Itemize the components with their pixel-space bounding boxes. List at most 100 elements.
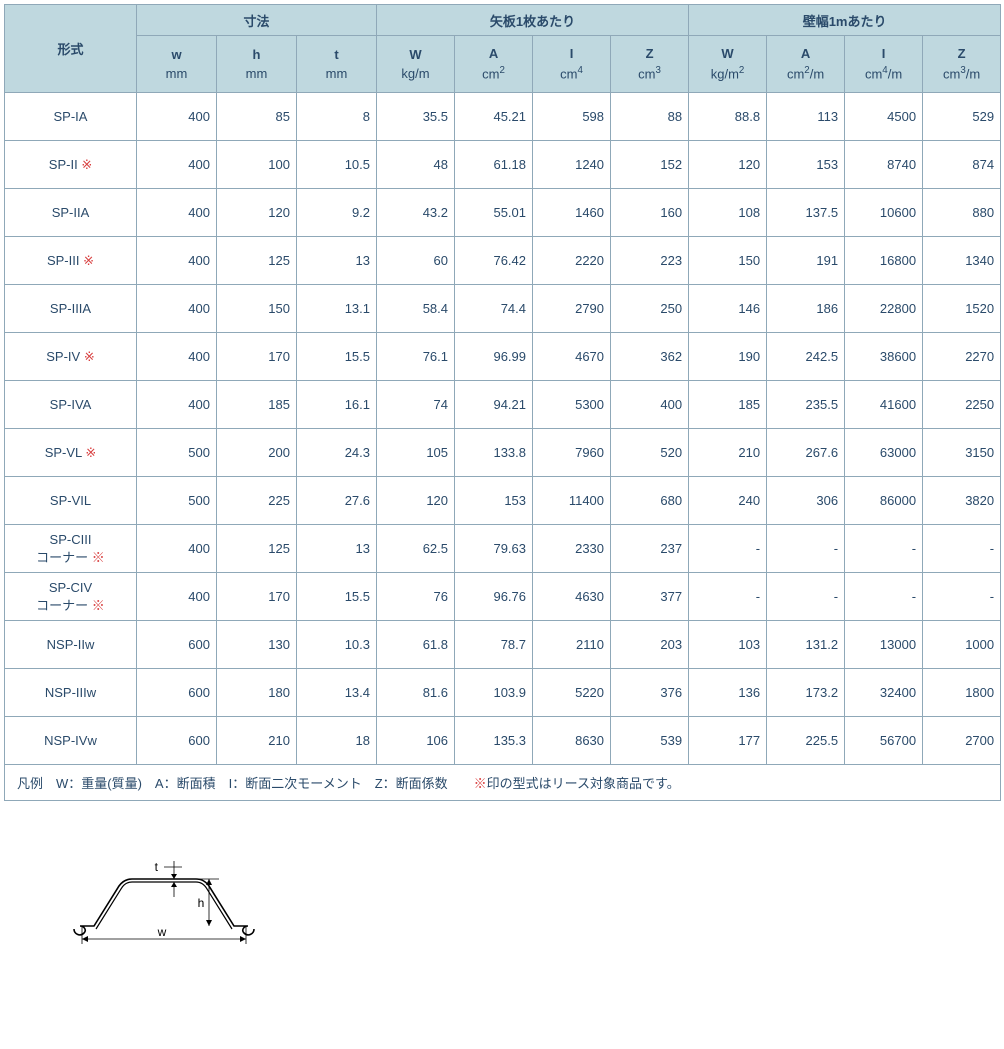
- header-sub: Wkg/m: [377, 36, 455, 93]
- table-row: NSP-IIw60013010.361.878.72110203103131.2…: [5, 621, 1001, 669]
- value-cell: 35.5: [377, 93, 455, 141]
- spec-table: 形式 寸法 矢板1枚あたり 壁幅1mあたり wmmhmmtmmWkg/mAcm2…: [4, 4, 1001, 801]
- value-cell: 18: [297, 717, 377, 765]
- value-cell: 15.5: [297, 573, 377, 621]
- header-sub: Icm4: [533, 36, 611, 93]
- value-cell: 400: [137, 525, 217, 573]
- value-cell: 88.8: [689, 93, 767, 141]
- value-cell: 8740: [845, 141, 923, 189]
- value-cell: 185: [689, 381, 767, 429]
- value-cell: 210: [689, 429, 767, 477]
- value-cell: 500: [137, 477, 217, 525]
- table-row: SP-VL ※50020024.3105133.87960520210267.6…: [5, 429, 1001, 477]
- value-cell: 235.5: [767, 381, 845, 429]
- value-cell: 32400: [845, 669, 923, 717]
- value-cell: 15.5: [297, 333, 377, 381]
- model-cell: SP-VIL: [5, 477, 137, 525]
- value-cell: 170: [217, 573, 297, 621]
- value-cell: 137.5: [767, 189, 845, 237]
- value-cell: 210: [217, 717, 297, 765]
- value-cell: 377: [611, 573, 689, 621]
- value-cell: 8: [297, 93, 377, 141]
- value-cell: -: [767, 573, 845, 621]
- value-cell: 61.8: [377, 621, 455, 669]
- value-cell: -: [923, 525, 1001, 573]
- value-cell: 4500: [845, 93, 923, 141]
- value-cell: 63000: [845, 429, 923, 477]
- value-cell: 78.7: [455, 621, 533, 669]
- model-cell: SP-IIIA: [5, 285, 137, 333]
- value-cell: 10600: [845, 189, 923, 237]
- value-cell: 306: [767, 477, 845, 525]
- value-cell: 400: [137, 189, 217, 237]
- value-cell: 135.3: [455, 717, 533, 765]
- header-group-dim: 寸法: [137, 5, 377, 36]
- value-cell: 130: [217, 621, 297, 669]
- value-cell: 190: [689, 333, 767, 381]
- value-cell: 16.1: [297, 381, 377, 429]
- value-cell: 125: [217, 237, 297, 285]
- header-sub: Acm2: [455, 36, 533, 93]
- value-cell: 120: [217, 189, 297, 237]
- table-row: SP-II ※40010010.54861.181240152120153874…: [5, 141, 1001, 189]
- table-row: SP-IIIA40015013.158.474.4279025014618622…: [5, 285, 1001, 333]
- value-cell: 86000: [845, 477, 923, 525]
- value-cell: 400: [137, 333, 217, 381]
- value-cell: 223: [611, 237, 689, 285]
- header-sub: Icm4/m: [845, 36, 923, 93]
- header-sub: tmm: [297, 36, 377, 93]
- value-cell: 520: [611, 429, 689, 477]
- value-cell: 81.6: [377, 669, 455, 717]
- value-cell: 200: [217, 429, 297, 477]
- table-row: SP-IV ※40017015.576.196.994670362190242.…: [5, 333, 1001, 381]
- model-cell: SP-IVA: [5, 381, 137, 429]
- header-group-per-meter: 壁幅1mあたり: [689, 5, 1001, 36]
- value-cell: 108: [689, 189, 767, 237]
- value-cell: 88: [611, 93, 689, 141]
- header-sub: Zcm3: [611, 36, 689, 93]
- value-cell: 45.21: [455, 93, 533, 141]
- cross-section-diagram: w h t: [54, 831, 1000, 954]
- value-cell: 598: [533, 93, 611, 141]
- value-cell: 56700: [845, 717, 923, 765]
- model-cell: SP-CIVコーナー ※: [5, 573, 137, 621]
- value-cell: 150: [689, 237, 767, 285]
- model-cell: SP-II ※: [5, 141, 137, 189]
- value-cell: 1460: [533, 189, 611, 237]
- model-cell: SP-CIIIコーナー ※: [5, 525, 137, 573]
- value-cell: 38600: [845, 333, 923, 381]
- value-cell: 103: [689, 621, 767, 669]
- table-row: NSP-IIIw60018013.481.6103.95220376136173…: [5, 669, 1001, 717]
- value-cell: -: [845, 525, 923, 573]
- value-cell: 41600: [845, 381, 923, 429]
- value-cell: 96.99: [455, 333, 533, 381]
- value-cell: 539: [611, 717, 689, 765]
- value-cell: 13: [297, 525, 377, 573]
- value-cell: 8630: [533, 717, 611, 765]
- value-cell: 22800: [845, 285, 923, 333]
- value-cell: 11400: [533, 477, 611, 525]
- value-cell: 242.5: [767, 333, 845, 381]
- value-cell: 13.1: [297, 285, 377, 333]
- diagram-label-h: h: [198, 896, 205, 910]
- value-cell: 400: [137, 381, 217, 429]
- table-row: SP-CIIIコーナー ※4001251362.579.632330237---…: [5, 525, 1001, 573]
- value-cell: 500: [137, 429, 217, 477]
- diagram-label-w: w: [157, 925, 167, 939]
- value-cell: -: [767, 525, 845, 573]
- value-cell: 136: [689, 669, 767, 717]
- table-row: SP-IA40085835.545.215988888.81134500529: [5, 93, 1001, 141]
- model-cell: SP-VL ※: [5, 429, 137, 477]
- value-cell: 10.5: [297, 141, 377, 189]
- value-cell: 10.3: [297, 621, 377, 669]
- header-group-per-sheet: 矢板1枚あたり: [377, 5, 689, 36]
- value-cell: 240: [689, 477, 767, 525]
- value-cell: 24.3: [297, 429, 377, 477]
- value-cell: 74.4: [455, 285, 533, 333]
- value-cell: 173.2: [767, 669, 845, 717]
- value-cell: 43.2: [377, 189, 455, 237]
- value-cell: 55.01: [455, 189, 533, 237]
- table-row: SP-IIA4001209.243.255.011460160108137.51…: [5, 189, 1001, 237]
- value-cell: 13.4: [297, 669, 377, 717]
- value-cell: 105: [377, 429, 455, 477]
